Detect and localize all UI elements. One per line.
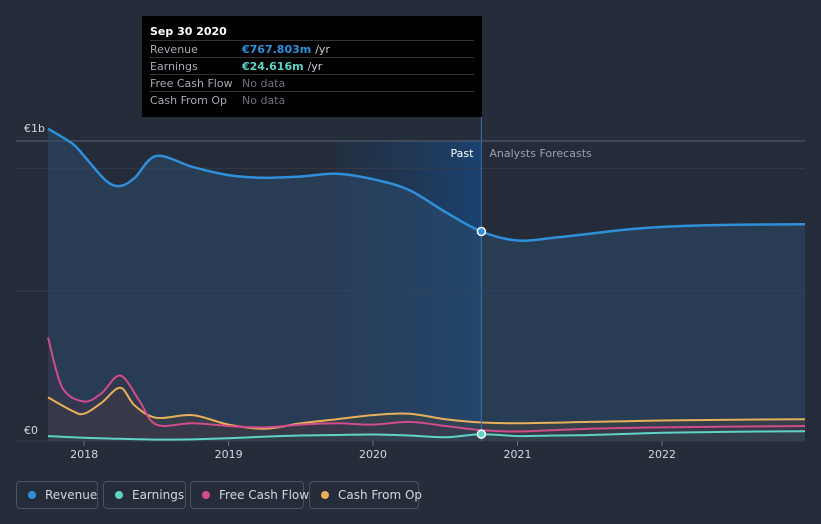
y-tick-label: €0 [24, 424, 38, 437]
tooltip-value: No data [242, 77, 286, 90]
series-lines [47, 127, 806, 441]
legend-item-revenue[interactable]: Revenue [16, 481, 98, 509]
tooltip-value: €24.616m/yr [242, 60, 322, 73]
revenue-marker [476, 226, 487, 237]
revenue-dot-icon [28, 491, 36, 499]
tooltip-label: Revenue [150, 43, 198, 56]
tooltip-value: No data [242, 94, 286, 107]
cfo-dot-icon [321, 491, 329, 499]
tooltip-date: Sep 30 2020 [150, 25, 227, 38]
earnings-line [47, 430, 806, 441]
fcf-dot-icon [202, 491, 210, 499]
legend-label: Free Cash Flow [219, 488, 310, 502]
tooltip-value-number: €767.803m [242, 43, 312, 56]
hover-markers [476, 226, 487, 439]
x-tick-label: 2021 [504, 448, 532, 461]
legend-label: Revenue [45, 488, 98, 502]
tooltip-row-fcf: Free Cash Flow No data [150, 74, 474, 91]
axes: €0 €1b 2018 2019 2020 2021 2022 [24, 122, 676, 461]
tooltip-row-cfo: Cash From Op No data [150, 91, 474, 108]
tooltip-label: Free Cash Flow [150, 77, 233, 90]
cfo-line [47, 386, 806, 430]
earnings-dot-icon [115, 491, 123, 499]
x-tick-label: 2022 [648, 448, 676, 461]
x-tick-label: 2018 [70, 448, 98, 461]
legend-item-earnings[interactable]: Earnings [103, 481, 186, 509]
legend-item-fcf[interactable]: Free Cash Flow [190, 481, 309, 509]
y-tick-label: €1b [24, 122, 45, 135]
revenue-line [47, 127, 806, 242]
legend-item-cfo[interactable]: Cash From Op [309, 481, 423, 509]
legend-label: Earnings [132, 488, 185, 502]
fcf-area [48, 337, 805, 441]
revenue-area [48, 128, 805, 441]
x-tick-label: 2020 [359, 448, 387, 461]
x-tick-label: 2019 [215, 448, 243, 461]
tooltip-unit: /yr [315, 43, 330, 56]
tooltip-value-number: €24.616m [242, 60, 304, 73]
forecast-label: Analysts Forecasts [489, 147, 592, 160]
earnings-marker [476, 429, 487, 439]
fcf-line [47, 337, 806, 433]
tooltip-row-earnings: Earnings €24.616m/yr [150, 57, 474, 74]
tooltip-label: Cash From Op [150, 94, 228, 107]
tooltip-row-revenue: Revenue €767.803m/yr [150, 40, 474, 57]
tooltip: Sep 30 2020 Revenue €767.803m/yr Earning… [142, 16, 482, 117]
legend-label: Cash From Op [338, 488, 423, 502]
tooltip-unit: /yr [307, 60, 323, 73]
tooltip-label: Earnings [150, 60, 198, 73]
past-label: Past [450, 147, 474, 160]
tooltip-value: €767.803m/yr [242, 43, 330, 56]
